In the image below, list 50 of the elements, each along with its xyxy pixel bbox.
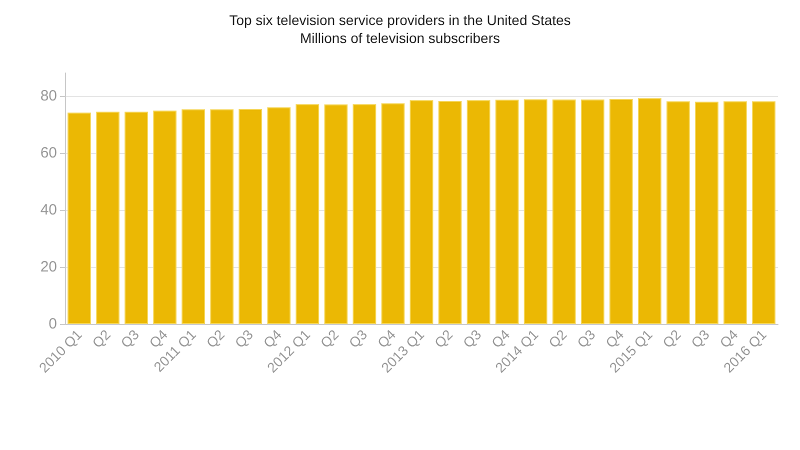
x-tick-label: Q2	[431, 326, 456, 351]
chart-subtitle: Millions of television subscribers	[300, 30, 500, 46]
x-tick-label: Q3	[117, 326, 142, 351]
bar	[210, 109, 234, 324]
y-tick-label: 60	[40, 144, 57, 162]
bar	[495, 100, 519, 324]
x-tick-label: Q2	[659, 326, 684, 351]
bar	[68, 112, 91, 324]
x-tick-label: Q2	[545, 326, 570, 351]
bar	[438, 100, 462, 324]
bar	[552, 100, 576, 324]
bar	[124, 112, 148, 324]
bar	[609, 98, 633, 324]
x-tick-label: Q4	[716, 326, 742, 351]
y-tick-label: 40	[40, 201, 57, 218]
bar	[466, 100, 490, 324]
y-tick-label: 0	[48, 316, 57, 332]
bar	[752, 101, 776, 324]
x-tick-label: Q4	[488, 326, 513, 351]
x-tick-label: Q3	[460, 326, 484, 351]
x-tick-label: Q3	[346, 326, 370, 351]
bar	[238, 108, 262, 324]
bar	[153, 110, 177, 324]
bar	[381, 103, 405, 324]
bar	[724, 101, 747, 324]
bar	[638, 98, 662, 324]
x-tick-label: Q3	[232, 326, 256, 351]
bar	[695, 102, 718, 324]
bar	[267, 107, 291, 324]
bar	[580, 100, 604, 324]
bar	[410, 100, 434, 324]
y-tick-label: 20	[40, 258, 57, 276]
bar	[524, 99, 548, 324]
bar	[96, 112, 120, 324]
x-tick-label: Q3	[688, 326, 713, 351]
y-tick-label: 80	[40, 87, 57, 104]
x-tick-label: Q3	[574, 326, 598, 351]
bar	[296, 104, 320, 324]
x-tick-label: Q2	[203, 326, 228, 351]
x-tick-label: Q2	[88, 326, 114, 351]
bar	[324, 104, 348, 324]
x-tick-label: Q4	[374, 326, 399, 351]
bar	[182, 109, 206, 324]
x-tick-label: Q4	[260, 326, 285, 351]
x-tick-label: Q4	[146, 326, 171, 351]
bar	[352, 104, 376, 324]
bar	[666, 101, 690, 324]
chart-title: Top six television service providers in the United States	[229, 12, 571, 28]
x-tick-label: Q2	[317, 326, 342, 351]
x-tick-label: Q4	[602, 326, 627, 351]
